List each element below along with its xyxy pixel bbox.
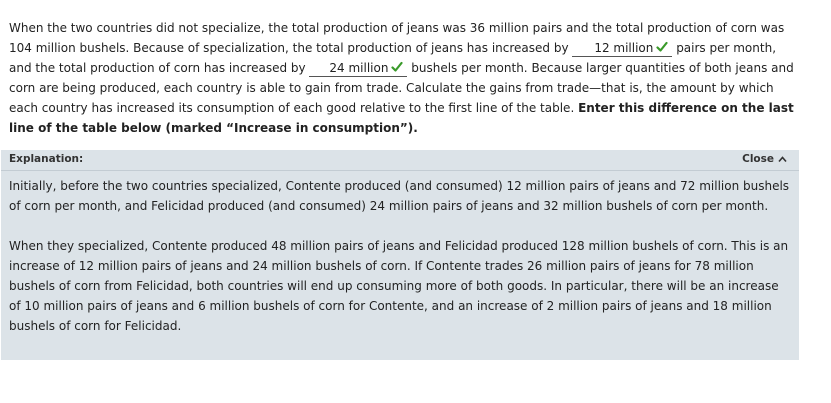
explanation-header: Explanation: Close (1, 150, 799, 171)
question-segment-2: pairs per month, and the total productio… (9, 41, 777, 75)
checkmark-icon (656, 41, 668, 53)
bold-instruction: Enter this difference on the last line o… (9, 101, 794, 135)
close-explanation-button[interactable]: Close (742, 153, 787, 165)
checkmark-icon (391, 61, 404, 73)
explanation-body: Initially, before the two countries spec… (1, 171, 799, 336)
question-text: When the two countries did not specializ… (9, 18, 799, 138)
explanation-panel: Explanation: Close Initially, before the… (1, 150, 799, 360)
chevron-up-icon (778, 155, 787, 164)
question-segment-1: When the two countries did not specializ… (9, 21, 785, 55)
jeans-increase-value: 12 million (594, 41, 654, 55)
close-label: Close (742, 153, 774, 165)
corn-increase-value: 24 million (329, 61, 389, 75)
explanation-paragraph-1: Initially, before the two countries spec… (9, 179, 790, 213)
corn-increase-answer[interactable]: 24 million (309, 61, 408, 77)
question-segment-3: bushels per month. Because larger quanti… (9, 61, 794, 115)
jeans-increase-answer[interactable]: 12 million (572, 41, 673, 57)
explanation-paragraph-2: When they specialized, Contente produced… (9, 239, 789, 333)
explanation-title: Explanation: (9, 153, 84, 165)
